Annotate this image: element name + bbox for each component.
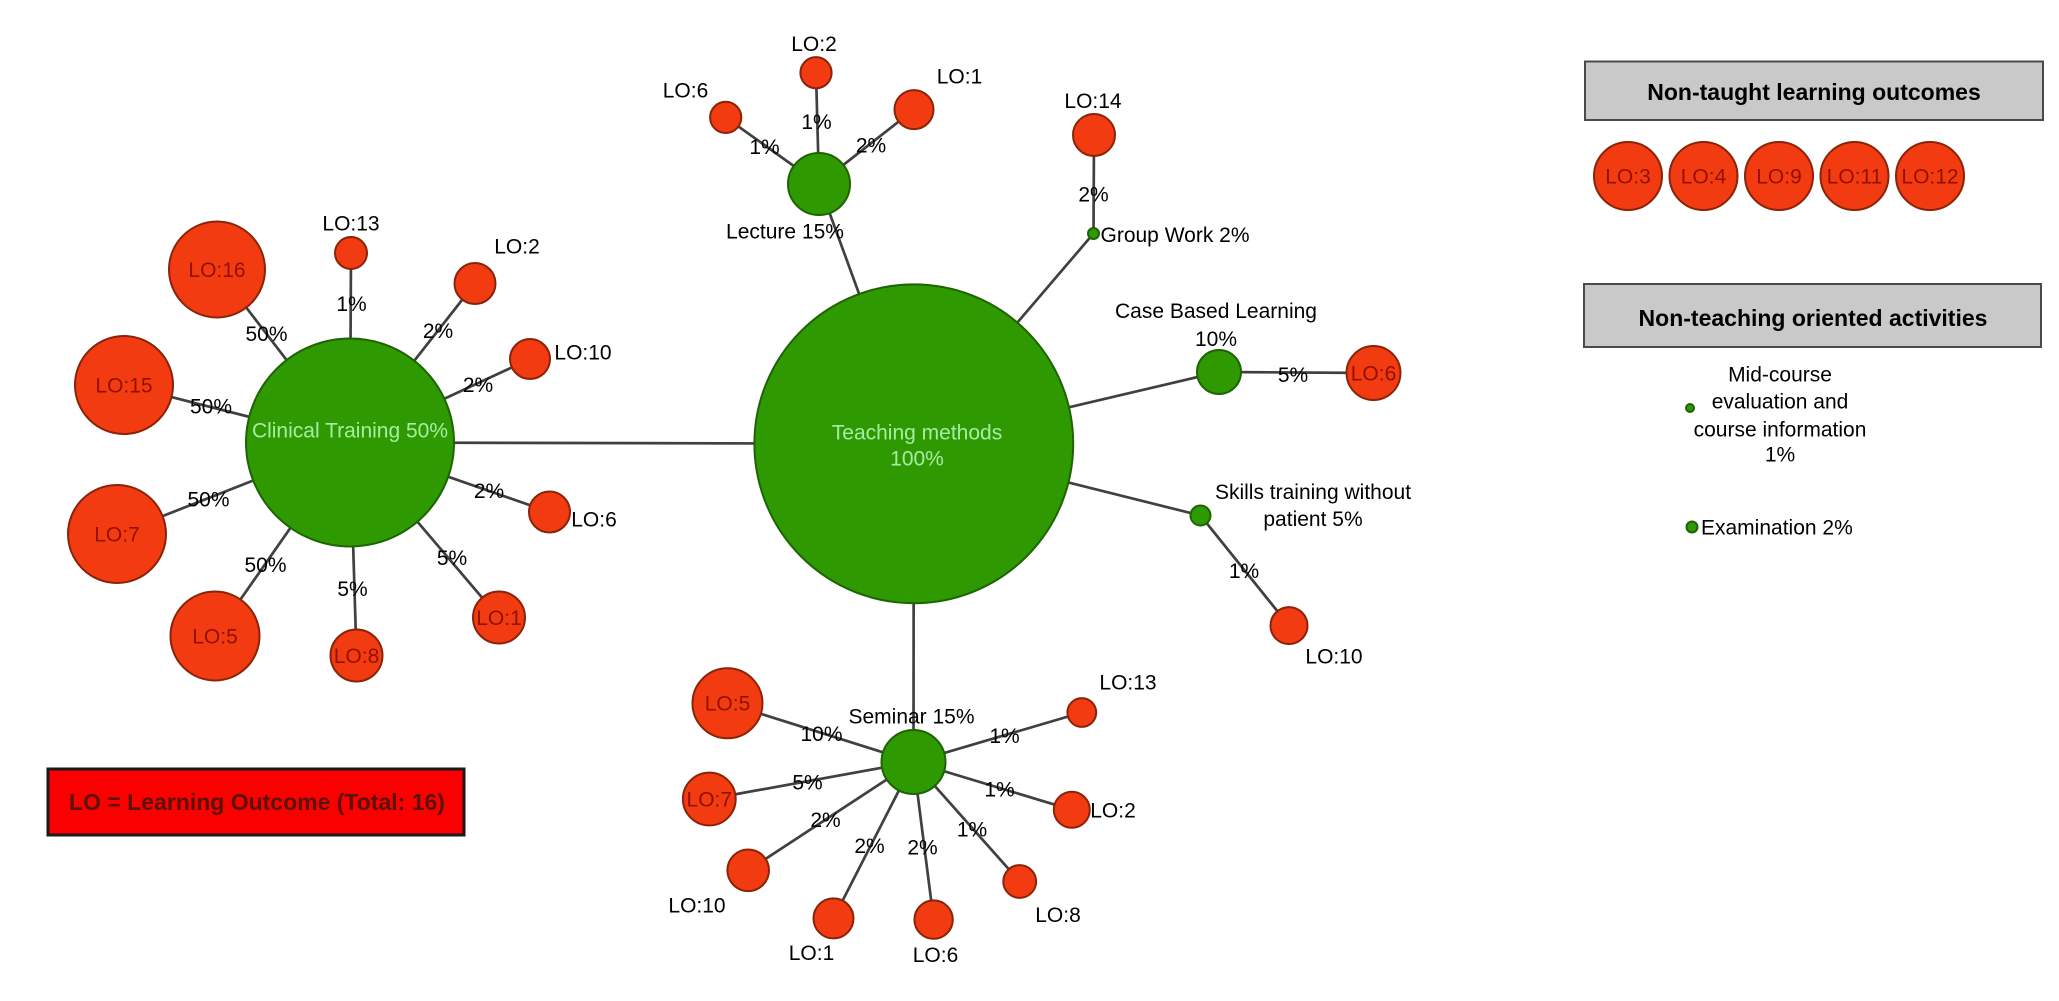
svg-text:1%: 1% <box>989 725 1019 748</box>
svg-text:2%: 2% <box>854 835 884 858</box>
svg-text:patient 5%: patient 5% <box>1263 508 1362 531</box>
svg-text:2%: 2% <box>856 134 886 157</box>
svg-text:course information: course information <box>1694 418 1867 441</box>
svg-text:10%: 10% <box>800 723 842 746</box>
svg-text:LO:6: LO:6 <box>1351 362 1397 385</box>
svg-text:1%: 1% <box>749 136 779 159</box>
svg-text:1%: 1% <box>957 818 987 841</box>
svg-text:LO:1: LO:1 <box>937 65 983 88</box>
svg-text:LO:1: LO:1 <box>476 607 522 630</box>
svg-text:Clinical Training 50%: Clinical Training 50% <box>252 420 448 443</box>
svg-text:LO:13: LO:13 <box>1099 671 1156 694</box>
svg-text:2%: 2% <box>423 320 453 343</box>
svg-text:Non-taught learning outcomes: Non-taught learning outcomes <box>1647 79 1981 105</box>
svg-text:2%: 2% <box>810 809 840 832</box>
svg-text:LO:14: LO:14 <box>1064 90 1122 113</box>
svg-text:LO:15: LO:15 <box>95 374 152 397</box>
svg-text:1%: 1% <box>801 111 831 134</box>
svg-text:Non-teaching oriented activiti: Non-teaching oriented activities <box>1639 305 1988 331</box>
svg-text:LO:1: LO:1 <box>789 942 835 965</box>
svg-text:5%: 5% <box>1278 364 1308 387</box>
svg-text:Skills training without: Skills training without <box>1215 481 1411 504</box>
svg-text:2%: 2% <box>907 836 937 859</box>
svg-text:LO:6: LO:6 <box>913 944 959 967</box>
svg-text:LO:6: LO:6 <box>663 79 709 102</box>
svg-text:LO:10: LO:10 <box>668 894 725 917</box>
svg-text:LO:4: LO:4 <box>1681 165 1727 188</box>
svg-text:LO:16: LO:16 <box>188 259 245 282</box>
svg-text:LO:6: LO:6 <box>571 508 617 531</box>
svg-text:2%: 2% <box>474 480 504 503</box>
svg-text:LO:10: LO:10 <box>554 341 611 364</box>
svg-text:1%: 1% <box>336 293 366 316</box>
svg-text:LO:7: LO:7 <box>94 523 140 546</box>
svg-text:LO = Learning Outcome (Total:: LO = Learning Outcome (Total: 16) <box>69 789 445 815</box>
svg-text:Mid-course: Mid-course <box>1728 363 1832 386</box>
svg-text:LO:10: LO:10 <box>1305 645 1362 668</box>
svg-text:evaluation and: evaluation and <box>1712 390 1849 413</box>
svg-text:Examination 2%: Examination 2% <box>1701 517 1853 540</box>
svg-text:LO:13: LO:13 <box>322 212 379 235</box>
svg-text:LO:7: LO:7 <box>687 788 733 811</box>
svg-text:LO:2: LO:2 <box>791 33 837 56</box>
svg-text:2%: 2% <box>1078 183 1108 206</box>
svg-text:Case Based Learning: Case Based Learning <box>1115 300 1317 323</box>
svg-text:LO:9: LO:9 <box>1756 165 1802 188</box>
svg-text:LO:3: LO:3 <box>1605 165 1651 188</box>
svg-text:10%: 10% <box>1195 328 1237 351</box>
svg-text:100%: 100% <box>890 448 944 471</box>
svg-text:LO:5: LO:5 <box>705 693 751 716</box>
svg-text:50%: 50% <box>187 488 229 511</box>
svg-text:LO:8: LO:8 <box>334 645 380 668</box>
svg-text:5%: 5% <box>337 578 367 601</box>
svg-text:LO:11: LO:11 <box>1827 165 1883 188</box>
svg-text:5%: 5% <box>437 547 467 570</box>
svg-text:50%: 50% <box>245 323 287 346</box>
svg-text:50%: 50% <box>190 395 232 418</box>
svg-text:LO:2: LO:2 <box>494 235 540 258</box>
svg-text:LO:8: LO:8 <box>1035 904 1081 927</box>
svg-text:5%: 5% <box>792 771 822 794</box>
svg-text:1%: 1% <box>984 778 1014 801</box>
svg-text:LO:12: LO:12 <box>1901 165 1958 188</box>
svg-text:1%: 1% <box>1765 443 1795 466</box>
svg-text:50%: 50% <box>244 554 286 577</box>
svg-text:LO:2: LO:2 <box>1090 799 1136 822</box>
svg-text:2%: 2% <box>463 374 493 397</box>
svg-text:Seminar 15%: Seminar 15% <box>848 705 974 728</box>
svg-text:Teaching methods: Teaching methods <box>832 422 1002 445</box>
svg-text:1%: 1% <box>1229 560 1259 583</box>
svg-text:Lecture 15%: Lecture 15% <box>726 220 844 243</box>
svg-text:Group Work 2%: Group Work 2% <box>1101 224 1250 247</box>
svg-text:LO:5: LO:5 <box>192 625 238 648</box>
